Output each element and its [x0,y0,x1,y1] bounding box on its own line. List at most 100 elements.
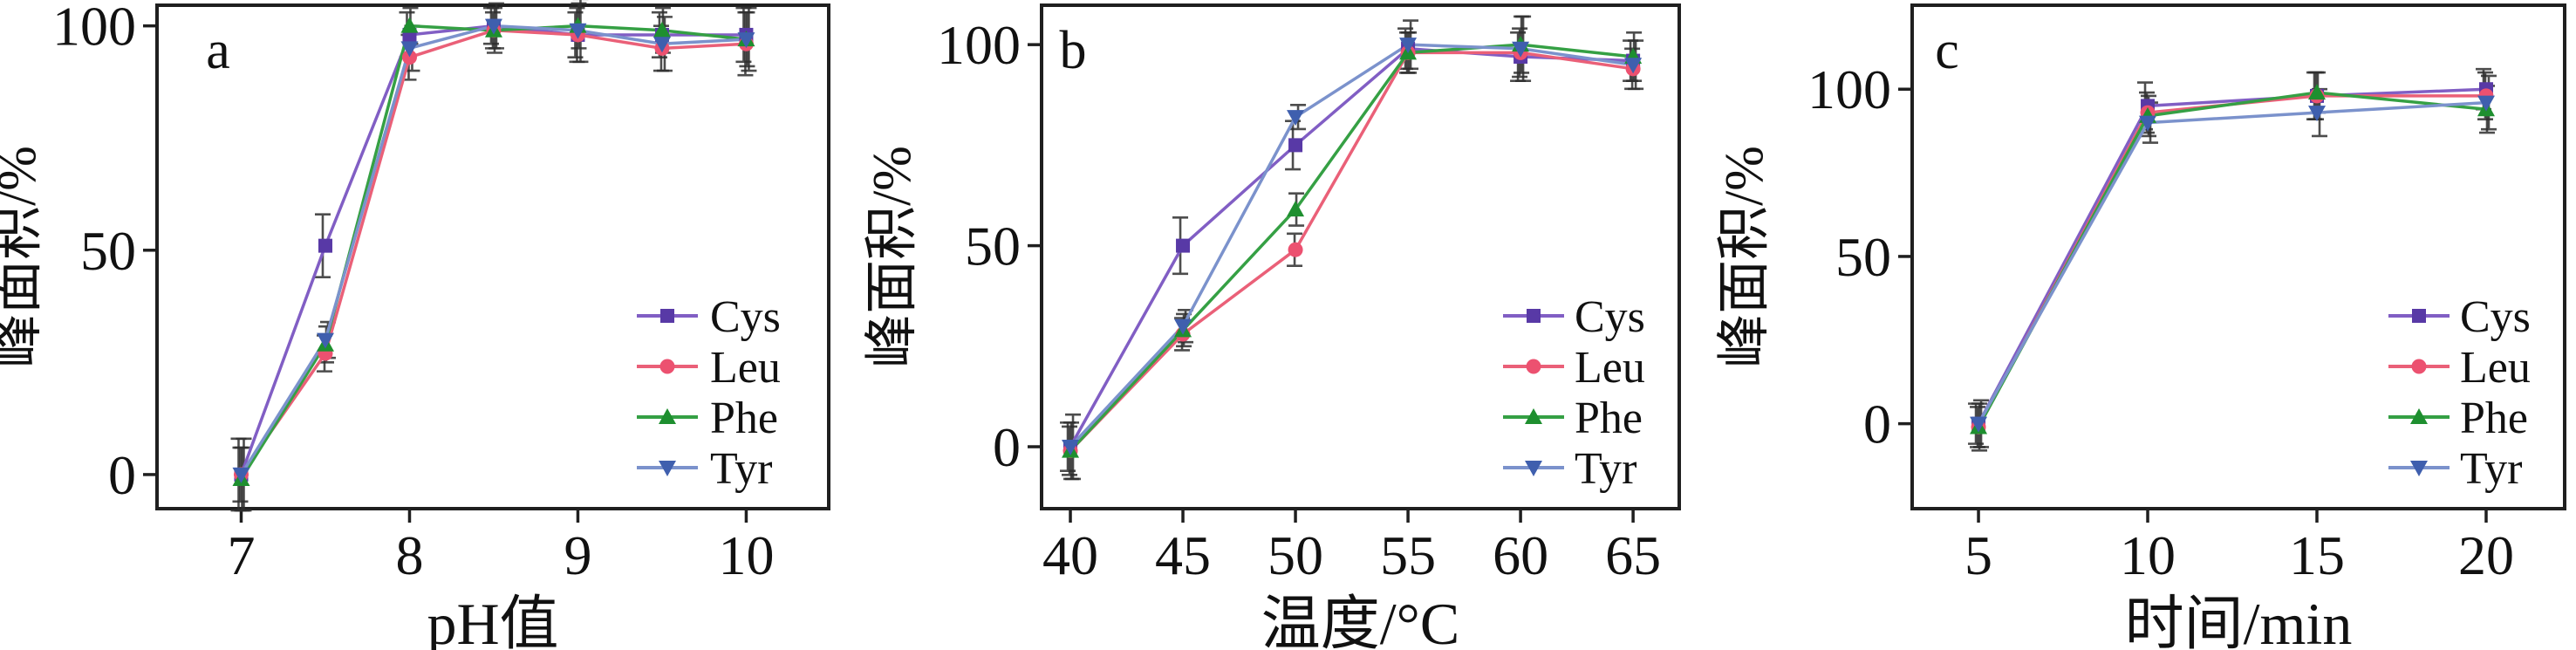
legend-label-Cys: Cys [2460,292,2531,342]
legend-label-Cys: Cys [1575,292,1645,342]
legend-marker-Leu [659,359,675,374]
series-line-Leu [240,29,747,476]
y-tick-label: 50 [80,220,136,282]
series-line-Cys [239,24,747,476]
panel-letter: a [206,21,230,80]
error-bars-Phe [1971,71,2495,452]
x-tick-label: 15 [2289,524,2345,586]
legend-label-Tyr: Tyr [1575,444,1636,494]
x-tick-label: 5 [1964,524,1992,586]
series-marker-Tyr [1624,58,1643,74]
y-tick-label: 0 [1863,393,1891,455]
x-tick-label: 45 [1155,524,1211,586]
series-marker-Tyr [1174,318,1192,335]
error-bars-Tyr [1065,15,1644,481]
y-axis-title: 峰面积/% [0,146,47,368]
legend-marker-Cys [660,309,674,323]
series-line-Leu [1977,94,2486,428]
legend-marker-Tyr [659,461,676,476]
legend-label-Tyr: Tyr [2460,444,2522,494]
error-bars-Leu [1970,71,2493,448]
x-axis-title: pH值 [427,591,558,650]
series-marker-Tyr [1512,41,1530,58]
legend-label-Leu: Leu [2460,343,2531,393]
panel-letter: b [1060,21,1087,80]
series-marker-Tyr [400,41,419,58]
error-bars-Phe [1063,15,1643,481]
y-tick-label: 100 [1807,58,1891,120]
series-line-Phe [1069,43,1634,452]
series-marker-Tyr [484,18,502,35]
series-line-Tyr [240,24,747,476]
legend-label-Leu: Leu [1575,343,1645,393]
series-marker-Tyr [653,37,671,53]
series-marker-Tyr [2308,106,2327,122]
series-marker-Cys [1176,238,1191,253]
y-tick-label: 100 [937,14,1021,76]
series-marker-Tyr [1399,38,1418,54]
series-marker-Tyr [2139,115,2157,132]
legend-marker-Tyr [2410,461,2428,476]
series-marker-Phe [653,21,671,38]
x-tick-label: 60 [1493,524,1548,586]
x-tick-label: 20 [2458,524,2514,586]
y-tick-label: 50 [1835,226,1891,288]
x-tick-label: 7 [227,524,255,586]
x-axis-title: 温度/°C [1261,591,1459,650]
x-tick-label: 10 [718,524,774,586]
series-line-Tyr [1069,43,1634,448]
legend-label-Leu: Leu [710,343,781,393]
legend-marker-Cys [1527,309,1541,323]
panel-letter: c [1935,21,1959,80]
y-tick-label: 100 [52,0,136,58]
legend-marker-Leu [2411,359,2427,374]
x-tick-label: 9 [564,524,591,586]
x-tick-label: 8 [395,524,423,586]
y-axis-title: 峰面积/% [863,146,922,368]
chart-panel-b: 40 45 50 55 60 65 0 50 100 温度/°C 峰面积/% b Cys Leu Phe Ty… [859,0,1710,650]
x-axis-title: 时间/min [2125,591,2353,650]
chart-panel-c: 5 10 15 20 0 50 100 时间/min 峰面积/% c Cys Leu Phe Tyr [1710,0,2576,650]
series-marker-Tyr [232,467,250,483]
series-marker-Tyr [569,23,587,39]
error-bars-Cys [230,6,752,512]
series-marker-Phe [400,17,419,33]
series-marker-Tyr [1062,440,1080,456]
error-bars-Cys [1968,67,2491,445]
y-tick-label: 0 [993,416,1021,478]
error-bars-Tyr [1973,74,2497,448]
x-tick-label: 50 [1268,524,1323,586]
x-tick-label: 40 [1042,524,1098,586]
legend-label-Phe: Phe [710,393,778,443]
axes-frame [1040,3,1681,510]
chart-svg-b: 40 45 50 55 60 65 0 50 100 温度/°C 峰面积/% b CysLeuPheTy… [863,3,1681,650]
axes-frame [155,3,830,510]
error-bars-Phe [234,2,755,512]
series-marker-Phe [2308,84,2327,100]
series-line-Cys [1977,87,2487,425]
error-bars-Leu [232,6,754,503]
series-line-Cys [1069,47,1634,448]
legend-label-Cys: Cys [710,292,781,342]
legend-marker-Phe [2410,408,2428,424]
y-axis-title: 峰面积/% [1715,146,1774,368]
series-line-Phe [240,24,747,480]
error-bars-Leu [1062,27,1641,476]
x-tick-label: 55 [1380,524,1436,586]
series-marker-Leu [401,50,417,65]
legend-marker-Cys [2412,309,2426,323]
y-tick-label: 0 [108,444,136,506]
legend-marker-Tyr [1525,461,1542,476]
x-tick-label: 10 [2120,524,2176,586]
series-marker-Cys [1288,138,1303,153]
legend-label-Phe: Phe [1575,393,1643,443]
legend-label-Phe: Phe [2460,393,2528,443]
series-marker-Phe [1287,201,1305,217]
y-tick-label: 50 [965,216,1021,277]
series-marker-Tyr [1287,110,1305,127]
